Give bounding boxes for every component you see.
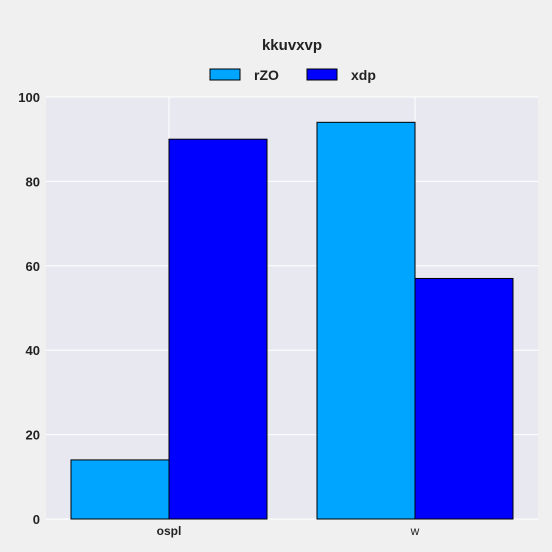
y-axis-ticks: 0 20 40 60 80 100	[18, 90, 40, 527]
legend-label-rZO: rZO	[254, 67, 279, 83]
y-tick-label: 0	[33, 512, 40, 527]
bar-xdp-w	[414, 277, 514, 520]
x-axis-ticks: ospl w	[157, 524, 420, 538]
y-tick-label: 100	[18, 90, 40, 105]
y-tick-label: 80	[26, 174, 40, 189]
legend-swatch-rZO	[209, 68, 241, 81]
y-tick-label: 40	[26, 343, 40, 358]
x-tick-label: w	[410, 524, 420, 538]
y-tick-label: 60	[26, 259, 40, 274]
bar-rZO-ospl	[70, 459, 170, 520]
legend: rZO xdp	[209, 67, 376, 83]
bar-rZO-w	[316, 121, 416, 520]
y-tick-label: 20	[26, 428, 40, 443]
bars	[70, 121, 514, 520]
bar-xdp-ospl	[168, 138, 268, 520]
legend-swatch-xdp	[306, 68, 338, 81]
chart-title: kkuvxvp	[262, 37, 322, 54]
x-tick-label: ospl	[157, 524, 182, 538]
legend-label-xdp: xdp	[351, 67, 376, 83]
